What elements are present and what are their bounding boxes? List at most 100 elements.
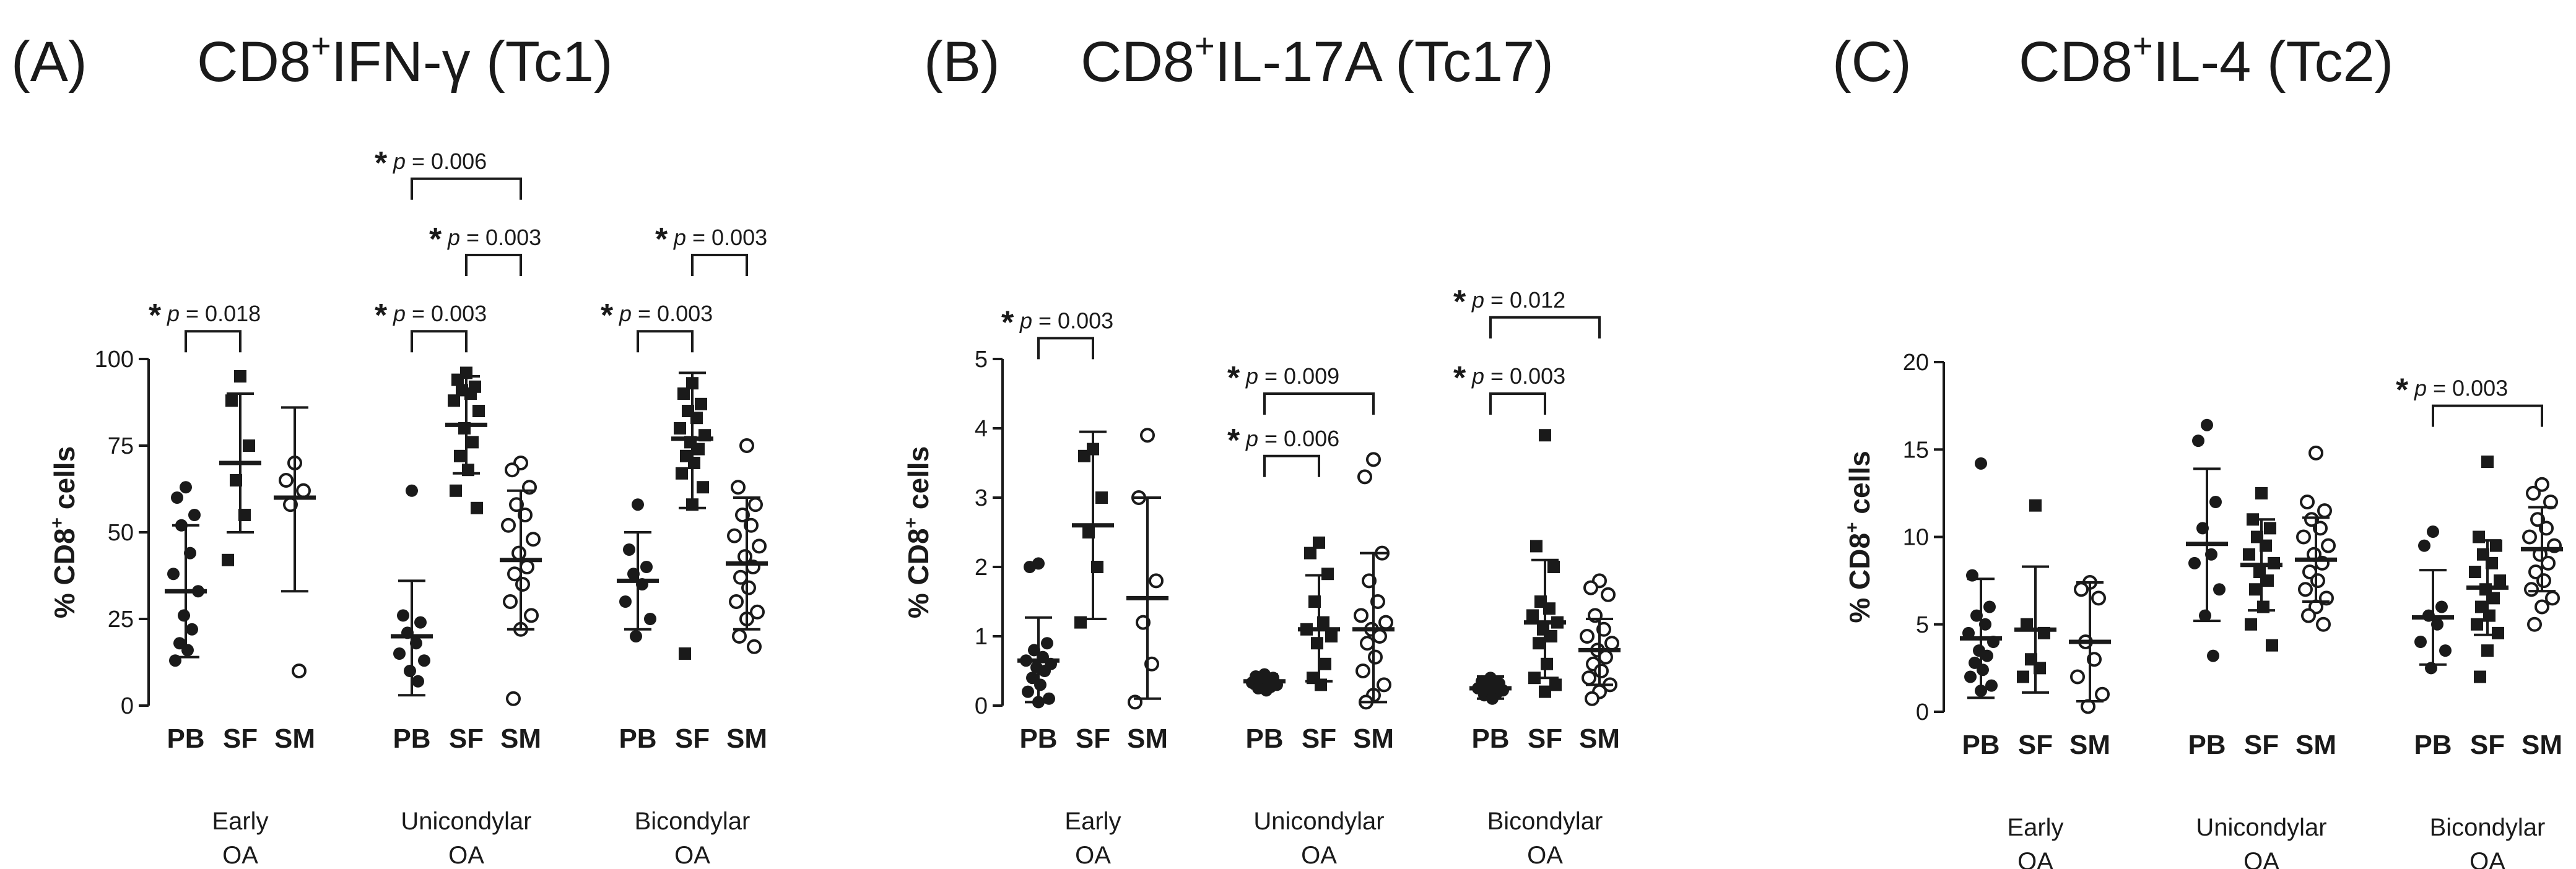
data-point xyxy=(1355,664,1370,678)
data-point xyxy=(2300,495,2315,509)
data-point xyxy=(292,664,307,678)
y-tick-label: 100 xyxy=(95,347,134,373)
comparison-bracket xyxy=(411,330,468,353)
data-point xyxy=(167,568,180,581)
y-axis-label-rest: cells xyxy=(1843,451,1876,522)
sample-label: PB xyxy=(1962,730,1999,760)
p-symbol: p xyxy=(673,225,686,250)
panel-b: (B) CD8+IL-17A (Tc17) 0 1 2 3 4 5% CD8+ cells… xyxy=(859,0,1717,869)
p-symbol: p xyxy=(2414,376,2427,401)
chart-title-main: CD8 xyxy=(197,30,311,93)
data-point xyxy=(243,439,255,452)
data-point xyxy=(471,501,483,514)
data-point xyxy=(279,473,294,488)
comparison-bracket xyxy=(1037,337,1094,360)
sample-label: SF xyxy=(223,724,258,754)
data-point xyxy=(1601,587,1616,602)
significance-star: * xyxy=(2396,373,2409,409)
data-point xyxy=(2545,590,2560,606)
p-value-label: p = 0.006 xyxy=(1245,426,1339,451)
sample-label: SF xyxy=(1302,724,1336,754)
comparison-bracket xyxy=(637,330,694,353)
data-point xyxy=(2298,582,2313,597)
significance-star: * xyxy=(1227,423,1240,459)
y-tick-label: 5 xyxy=(1916,612,1929,638)
data-point xyxy=(2213,583,2226,596)
data-point xyxy=(640,561,653,573)
chart-plot: 0 25 50 75 100 % CD8+ cells PB SF SM Early OA PB SF S… xyxy=(47,145,768,869)
data-point xyxy=(1580,629,1595,644)
data-point xyxy=(1545,630,1557,642)
y-tick-label: 10 xyxy=(1903,525,1929,551)
group-label: OA xyxy=(2469,848,2505,869)
data-point xyxy=(2527,616,2542,632)
group-label: OA xyxy=(1527,842,1563,869)
data-point xyxy=(418,654,430,667)
data-point xyxy=(181,644,194,657)
data-point xyxy=(296,483,311,498)
p-symbol: p xyxy=(1471,363,1484,389)
data-point xyxy=(2541,555,2556,571)
significance-star: * xyxy=(375,298,388,334)
y-axis-label-sup: + xyxy=(1842,522,1863,533)
data-point xyxy=(448,394,460,407)
data-point xyxy=(1311,637,1323,650)
data-point xyxy=(1594,664,1609,678)
data-point xyxy=(619,595,632,608)
data-point xyxy=(2017,670,2029,683)
y-tick-label: 0 xyxy=(121,693,134,719)
y-axis-label-main: % CD8 xyxy=(1843,533,1876,623)
data-point xyxy=(1539,685,1551,698)
group-label: Early xyxy=(2007,814,2063,841)
significance-star: * xyxy=(601,298,614,334)
data-point xyxy=(1022,685,1034,698)
group-label: Unicondylar xyxy=(1253,808,1384,835)
data-point xyxy=(1313,536,1325,549)
comparison-bracket xyxy=(1263,454,1320,477)
data-point xyxy=(2481,456,2494,469)
data-point xyxy=(2316,616,2331,632)
data-point xyxy=(178,609,190,622)
data-point xyxy=(2474,670,2486,683)
data-point xyxy=(1964,670,1977,683)
p-value-label: p = 0.003 xyxy=(619,301,713,326)
data-point xyxy=(676,467,688,480)
comparison-bracket xyxy=(1489,316,1601,339)
comparison-bracket xyxy=(1263,392,1375,415)
data-point xyxy=(2070,669,2085,685)
p-value-text: = 0.003 xyxy=(1484,363,1565,389)
data-point xyxy=(2317,503,2332,519)
data-point xyxy=(2427,525,2439,538)
data-point xyxy=(1541,657,1553,670)
p-value-label: p = 0.003 xyxy=(1019,308,1113,333)
p-value-text: = 0.006 xyxy=(1258,426,1339,451)
group-label: Bicondylar xyxy=(635,808,751,835)
data-point xyxy=(630,630,642,642)
p-value-text: = 0.003 xyxy=(460,225,541,250)
data-point xyxy=(679,647,691,660)
data-point xyxy=(2207,649,2219,662)
data-point xyxy=(2255,486,2268,499)
chart-plot: 0 5 10 15 20 % CD8+ cells PB SF SM Early OA PB SF SM U… xyxy=(1842,350,2563,869)
chart-title-rest: IL-4 (Tc2) xyxy=(2152,30,2394,93)
p-value-text: = 0.018 xyxy=(180,301,261,326)
data-point xyxy=(503,594,518,609)
p-value-text: = 0.003 xyxy=(686,225,767,250)
data-point xyxy=(1260,684,1273,697)
data-point xyxy=(748,497,763,512)
sample-label: SM xyxy=(726,724,767,754)
group-label: OA xyxy=(222,842,258,869)
data-point xyxy=(632,498,644,511)
data-point xyxy=(1585,691,1599,706)
significance-star: * xyxy=(1453,284,1466,320)
data-point xyxy=(501,517,516,533)
y-axis-label-main: % CD8 xyxy=(902,528,934,618)
data-point xyxy=(692,443,705,456)
data-point xyxy=(454,449,466,462)
data-point xyxy=(732,629,747,644)
data-point xyxy=(747,639,762,654)
chart-plot: 0 1 2 3 4 5 % CD8+ cells PB SF SM Early OA PB SF SM Uni… xyxy=(901,284,1621,869)
data-point xyxy=(1378,615,1393,630)
sample-label: PB xyxy=(393,724,430,754)
data-point xyxy=(1377,677,1391,693)
